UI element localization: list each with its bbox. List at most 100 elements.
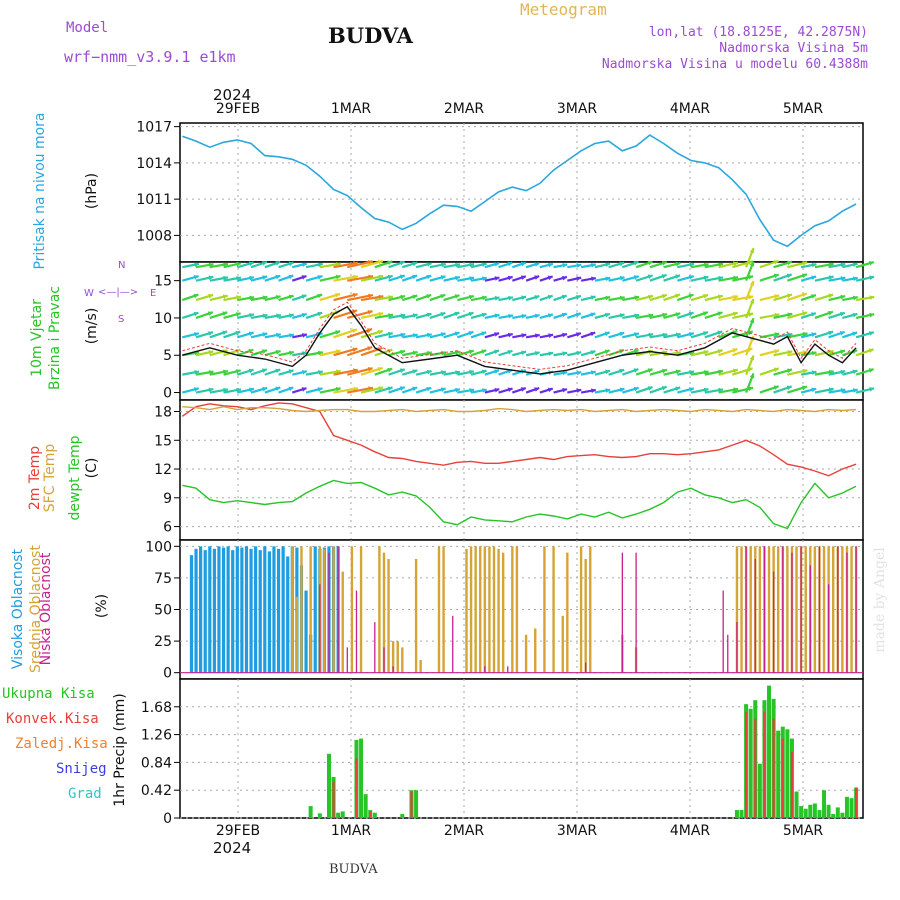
wind-arrowhead (455, 275, 460, 281)
cloud-mid-bar (579, 546, 583, 673)
wind-arrowhead (869, 312, 875, 318)
wind-arrowhead (647, 260, 653, 266)
wind-arrowhead (378, 274, 384, 280)
precip-convective-bar (754, 718, 757, 818)
wind-arrowhead (802, 311, 808, 316)
cloud-high-bar (244, 546, 249, 673)
wind-arrowhead (802, 385, 807, 391)
wind-arrowhead (288, 261, 294, 267)
wind-arrowhead (661, 261, 667, 266)
cloud-high-bar (226, 546, 230, 673)
wind-arrowhead (576, 294, 581, 300)
wind-arrowhead (840, 369, 846, 375)
wind-arrowhead (661, 274, 667, 279)
wind-arrowhead (193, 293, 199, 299)
wind-arrowhead (367, 260, 373, 265)
wind-arrowhead (561, 294, 567, 300)
wind-arrowhead (749, 280, 755, 286)
wind-arrowhead (387, 386, 393, 391)
wind-arrowhead (400, 332, 406, 338)
bottom-date-label: 1MAR (330, 823, 372, 839)
wind-arrowhead (248, 261, 254, 267)
cloud-mid-bar (515, 546, 519, 673)
temp-ytick-label-0: 6 (163, 520, 172, 536)
wind-arrowhead (275, 261, 281, 266)
wind-arrowhead (335, 292, 341, 298)
wind-arrowhead (235, 369, 241, 374)
top-date-label: 1MAR (330, 101, 372, 117)
wind-arrowhead (208, 331, 213, 336)
precip-total-bar (808, 804, 813, 818)
cloud-mid-bar (795, 546, 798, 673)
wind-arrowhead (481, 349, 487, 354)
wind-arrowhead (249, 387, 254, 393)
wind-arrowhead (811, 332, 817, 337)
wind-arrowhead (619, 295, 625, 301)
wind-arrowhead (508, 295, 513, 301)
wind-arrowhead (840, 294, 846, 300)
cloud-mid-bar (804, 546, 807, 673)
wind-arrowhead (868, 331, 874, 336)
wind-arrowhead (377, 366, 383, 372)
cloud-mid-bar (387, 558, 390, 673)
cloud-ytick-label-3: 75 (154, 571, 172, 587)
wind-arrowhead (352, 347, 358, 353)
wind-arrowhead (223, 369, 228, 375)
wind-arrowhead (634, 295, 640, 301)
wind-arrowhead (749, 298, 755, 304)
top-date-label: 29FEB (215, 101, 261, 117)
wind-speed-line (182, 305, 857, 375)
wind-arrowhead (427, 350, 432, 356)
wind-arrowhead (288, 294, 294, 300)
wind-arrowhead (590, 295, 596, 300)
temp-dewpt-line (182, 479, 857, 530)
temp-ytick-label-3: 15 (154, 433, 172, 449)
cloud-mid-bar (309, 546, 312, 673)
cloud-mid-bar (382, 552, 386, 673)
wind-arrowhead (494, 349, 499, 355)
compass-letter: <—|—> (98, 287, 139, 298)
cloud-low-bar (763, 546, 766, 673)
wind-arrowhead (634, 332, 639, 337)
wind-arrowhead (194, 262, 199, 268)
cloud-low-bar (791, 552, 793, 673)
model-elevation-label: Nadmorska Visina u modelu 60.4388m (601, 57, 868, 72)
wind-arrowhead (840, 349, 845, 355)
precip-convective-bar (772, 718, 775, 818)
wind-arrowhead (521, 313, 527, 319)
cloud-high-bar (231, 550, 235, 673)
wind-arrowhead (440, 332, 446, 337)
wind-arrowhead (828, 330, 834, 336)
wind-direction-compass-icon: N W E S <—|—> (82, 260, 162, 325)
wind-arrowhead (562, 332, 568, 338)
wind-arrowhead (811, 370, 817, 375)
wind-arrowhead (353, 274, 358, 280)
cloud-ytick-label-1: 25 (154, 634, 172, 650)
wind-arrowhead (335, 330, 341, 335)
cloud-mid-bar (465, 548, 468, 673)
wind-arrowhead (276, 313, 281, 319)
wind-arrowhead (468, 311, 474, 317)
cloud-panel: 0 25 50 75 100 (145, 539, 864, 682)
wind-arrowhead (468, 331, 474, 336)
cloud-high-bar (272, 546, 276, 673)
wind-arrowhead (494, 332, 500, 337)
bottom-year-label: 2024 (213, 839, 252, 857)
wind-arrowhead (605, 369, 610, 375)
wind-arrowhead (619, 313, 625, 318)
wind-arrowhead (262, 349, 267, 354)
precip-total-bar (336, 812, 341, 818)
cloud-mid-bar (850, 546, 853, 673)
wind-arrowhead (548, 351, 554, 357)
wind-arrowhead (455, 262, 460, 268)
wind-arrowhead (352, 328, 357, 334)
wind-arrowhead (648, 313, 654, 319)
bottom-date-label: 29FEB (215, 823, 261, 839)
model-label: Model (66, 20, 109, 36)
wind-arrowhead (275, 368, 281, 374)
cloud-low-bar (328, 552, 330, 673)
precip-total-bar (831, 814, 836, 818)
precip-total-bar (817, 810, 822, 818)
cloud-mid-bar (291, 546, 294, 673)
wind-arrowhead (590, 350, 596, 355)
